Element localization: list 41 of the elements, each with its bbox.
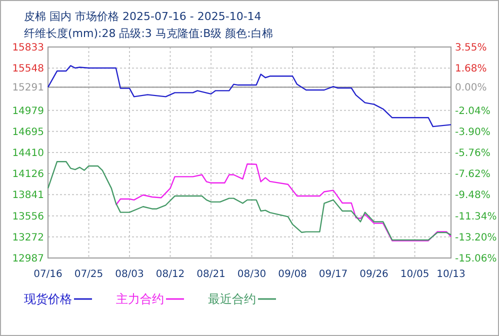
y2-tick-label: -11.34% xyxy=(455,211,497,222)
chart-title: 皮棉 国内 市场价格 2025-07-16 - 2025-10-14 xyxy=(24,10,262,23)
y2-tick-label: 0.00% xyxy=(455,82,487,94)
chart-subtitle: 纤维长度(mm):28 品级:3 马克隆值:B级 颜色:白棉 xyxy=(24,27,273,40)
x-tick-label: 07/25 xyxy=(74,269,104,280)
y2-tick-label: -2.04% xyxy=(455,106,490,117)
y-tick-label: 14126 xyxy=(12,169,44,180)
y-tick-label: 15548 xyxy=(12,64,44,75)
y-tick-label: 13272 xyxy=(12,232,44,244)
y-tick-label: 14410 xyxy=(12,148,44,159)
y-tick-label: 14979 xyxy=(12,106,44,117)
x-tick-label: 08/03 xyxy=(115,269,144,280)
y2-tick-label: 1.68% xyxy=(455,64,487,75)
x-tick-label: 09/08 xyxy=(278,269,307,280)
y2-tick-label: -7.62% xyxy=(455,169,490,180)
y2-tick-label: -9.48% xyxy=(455,190,490,202)
x-tick-label: 09/17 xyxy=(318,269,348,280)
y2-tick-label: -3.90% xyxy=(455,126,490,138)
y-tick-label: 15291 xyxy=(12,82,44,94)
y2-tick-label: 3.55% xyxy=(455,42,487,54)
y2-tick-label: -5.76% xyxy=(455,148,490,160)
y-tick-label: 13556 xyxy=(12,211,44,222)
x-tick-label: 08/21 xyxy=(196,269,226,280)
line-series xyxy=(47,161,452,241)
y-tick-label: 15833 xyxy=(12,42,44,54)
x-tick-label: 10/05 xyxy=(400,269,430,280)
line-series xyxy=(47,65,452,128)
x-tick-label: 07/16 xyxy=(34,269,62,280)
y2-tick-label: -15.06% xyxy=(455,254,497,264)
line-series xyxy=(115,163,452,242)
legend-label: 现货价格 xyxy=(24,292,72,306)
y2-tick-label: -13.20% xyxy=(455,232,497,244)
x-tick-label: 09/26 xyxy=(360,269,388,280)
x-tick-label: 08/12 xyxy=(156,269,185,280)
y-tick-label: 12987 xyxy=(12,254,44,264)
y-tick-label: 14695 xyxy=(12,126,44,138)
x-tick-label: 08/30 xyxy=(237,269,266,280)
legend-label: 最近合约 xyxy=(208,292,256,306)
legend-label: 主力合约 xyxy=(116,292,164,306)
y-tick-label: 13841 xyxy=(12,190,44,202)
x-tick-label: 10/13 xyxy=(436,269,466,280)
